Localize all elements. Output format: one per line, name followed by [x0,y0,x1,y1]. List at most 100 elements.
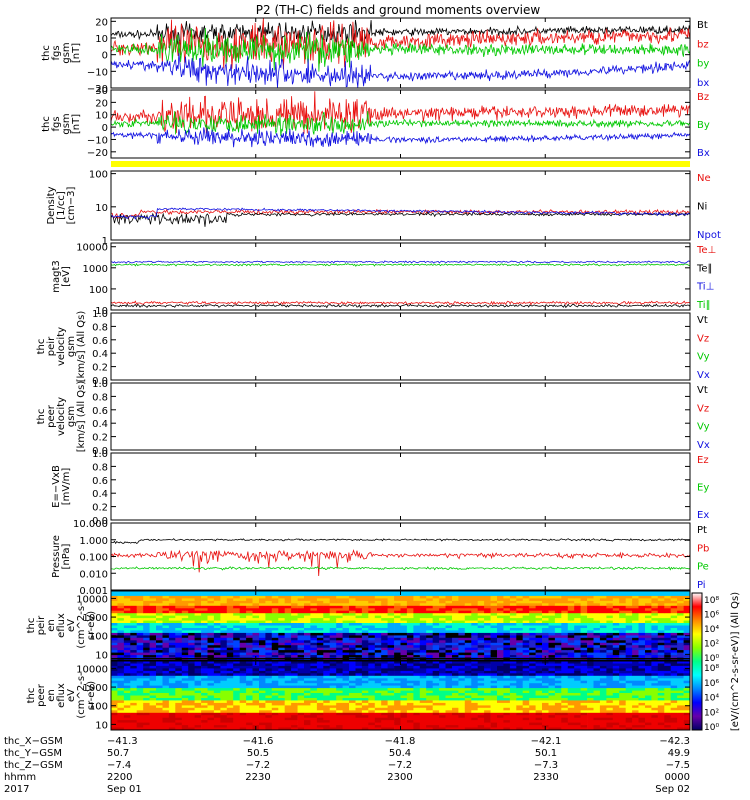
x-row-value: 50.5 [247,748,269,759]
x-row-value: −41.3 [107,736,138,747]
y-axis-label: [nT] [71,43,82,63]
x-row-label: 2017 [4,784,29,795]
x-row-value: Sep 01 [107,784,142,795]
legend-entry: Te∥ [696,263,713,274]
y-axis-label: [eV] [61,266,72,287]
y-axis-label: en [46,619,57,632]
legend-entry: Vy [697,352,710,363]
legend-entry: Bx [697,148,710,159]
y-axis-label: gsm [61,42,72,63]
y-tick-label: 0 [102,51,108,62]
y-tick-label: 10 [95,111,108,122]
panel-frame [110,170,691,241]
y-axis-label: E=−VxB [51,465,62,508]
y-axis-label: fgs [51,45,62,60]
y-axis-label: gsm [66,336,77,357]
y-tick-label: 100 [89,632,108,643]
y-axis-label: [km/s] (All Qs) [76,381,87,453]
y-tick-label: −10 [87,67,108,78]
y-tick-label: 0.6 [92,476,108,487]
y-axis-label: thc [36,409,47,425]
y-tick-label: 1000 [83,613,108,624]
legend-entry: Pt [697,525,707,536]
y-tick-label: 1000 [83,683,108,694]
colorbar-tick: 10⁴ [704,694,719,704]
y-axis-label: [mV/m] [61,468,72,506]
quality-flag-bar [111,161,690,167]
y-tick-label: 10000 [76,664,108,675]
legend-entry: Ez [697,455,709,466]
y-tick-label: 1.000 [79,536,108,547]
y-axis-label: eflux [56,683,67,708]
y-tick-label: −20 [87,84,108,95]
x-row-value: −7.3 [534,760,558,771]
y-tick-label: 0.001 [79,586,108,597]
y-tick-label: 0.100 [79,553,108,564]
legend-entry: Vt [697,385,708,396]
y-tick-label: 1000 [83,264,108,275]
y-tick-label: 0.6 [92,336,108,347]
y-tick-label: 0.2 [92,433,108,444]
legend-entry: Vx [697,440,710,451]
series-bx [110,52,691,88]
y-tick-label: 0.4 [92,489,108,500]
x-row-label: hhmm [4,772,36,783]
y-axis-label: thc [41,116,52,132]
y-tick-label: 100 [89,702,108,713]
x-row-value: 0000 [665,772,690,783]
x-row-label: thc_Y−GSM [4,748,62,759]
y-tick-label: 10 [95,650,108,661]
y-axis-label: (cm^2-s- [76,602,87,649]
y-axis-label: fgs [51,116,62,131]
colorbar-scale [691,592,703,731]
y-axis-label: [nT] [71,114,82,134]
y-tick-label: 10000 [76,594,108,605]
panel-peir-vel: 1.0 0.8 0.6 0.4 0.2 0.0 thc peir velocity gsm [km/… [36,309,710,387]
y-axis-label: [nPa] [61,543,72,569]
y-axis-label: sr-eV) [86,611,97,640]
legend-entry: Vy [697,422,710,433]
x-row-value: 50.1 [535,748,557,759]
panel-frame [110,452,691,521]
y-axis-label: [km/s] (All Qs) [76,311,87,383]
y-tick-label: −10 [87,135,108,146]
y-tick-label: 0.0 [92,376,108,387]
y-axis-label: velocity [56,397,67,436]
y-tick-label: 10 [95,306,108,317]
figure-title: P2 (TH-C) fields and ground moments over… [256,3,541,17]
x-row-value: 50.7 [107,748,129,759]
y-tick-label: 0.8 [92,462,108,473]
panel-pressure: 10.000 1.000 0.100 0.010 0.001 Pressure [nPa] P… [51,519,709,597]
legend-entry: by [697,59,709,70]
y-tick-label: −20 [87,148,108,159]
y-tick-label: 0.8 [92,392,108,403]
legend-entry: Bz [697,92,709,103]
y-tick-label: 1 [102,236,108,247]
x-row-label: thc_X−GSM [4,736,63,747]
panel-frame [110,312,691,381]
x-row-value: −42.3 [659,736,690,747]
x-row-label: thc_Z−GSM [4,760,63,771]
y-tick-label: 10 [95,34,108,45]
y-tick-label: 0.2 [92,363,108,374]
y-axis-label: gsm [66,406,77,427]
colorbar-tick: 10⁰ [704,723,719,733]
panel-frame [110,382,691,451]
y-tick-label: 0.0 [92,516,108,527]
series-ti-perp [111,260,691,264]
y-tick-label: 100 [89,285,108,296]
y-tick-label: 10 [95,720,108,731]
x-row-value: −7.2 [388,760,412,771]
y-axis-label: velocity [56,327,67,366]
colorbar-tick: 10⁶ [704,679,719,689]
colorbar-tick: 10² [704,708,719,718]
series-ti-par [110,263,691,267]
panel-density: 100 10 1 Density [1/cc] [cm−3] Ne Ni Npot [46,170,721,247]
colorbar-tick: 10⁸ [704,596,719,606]
x-row-value: 49.9 [668,748,690,759]
legend-entry: Ne [697,173,711,184]
x-row-value: −41.6 [243,736,274,747]
